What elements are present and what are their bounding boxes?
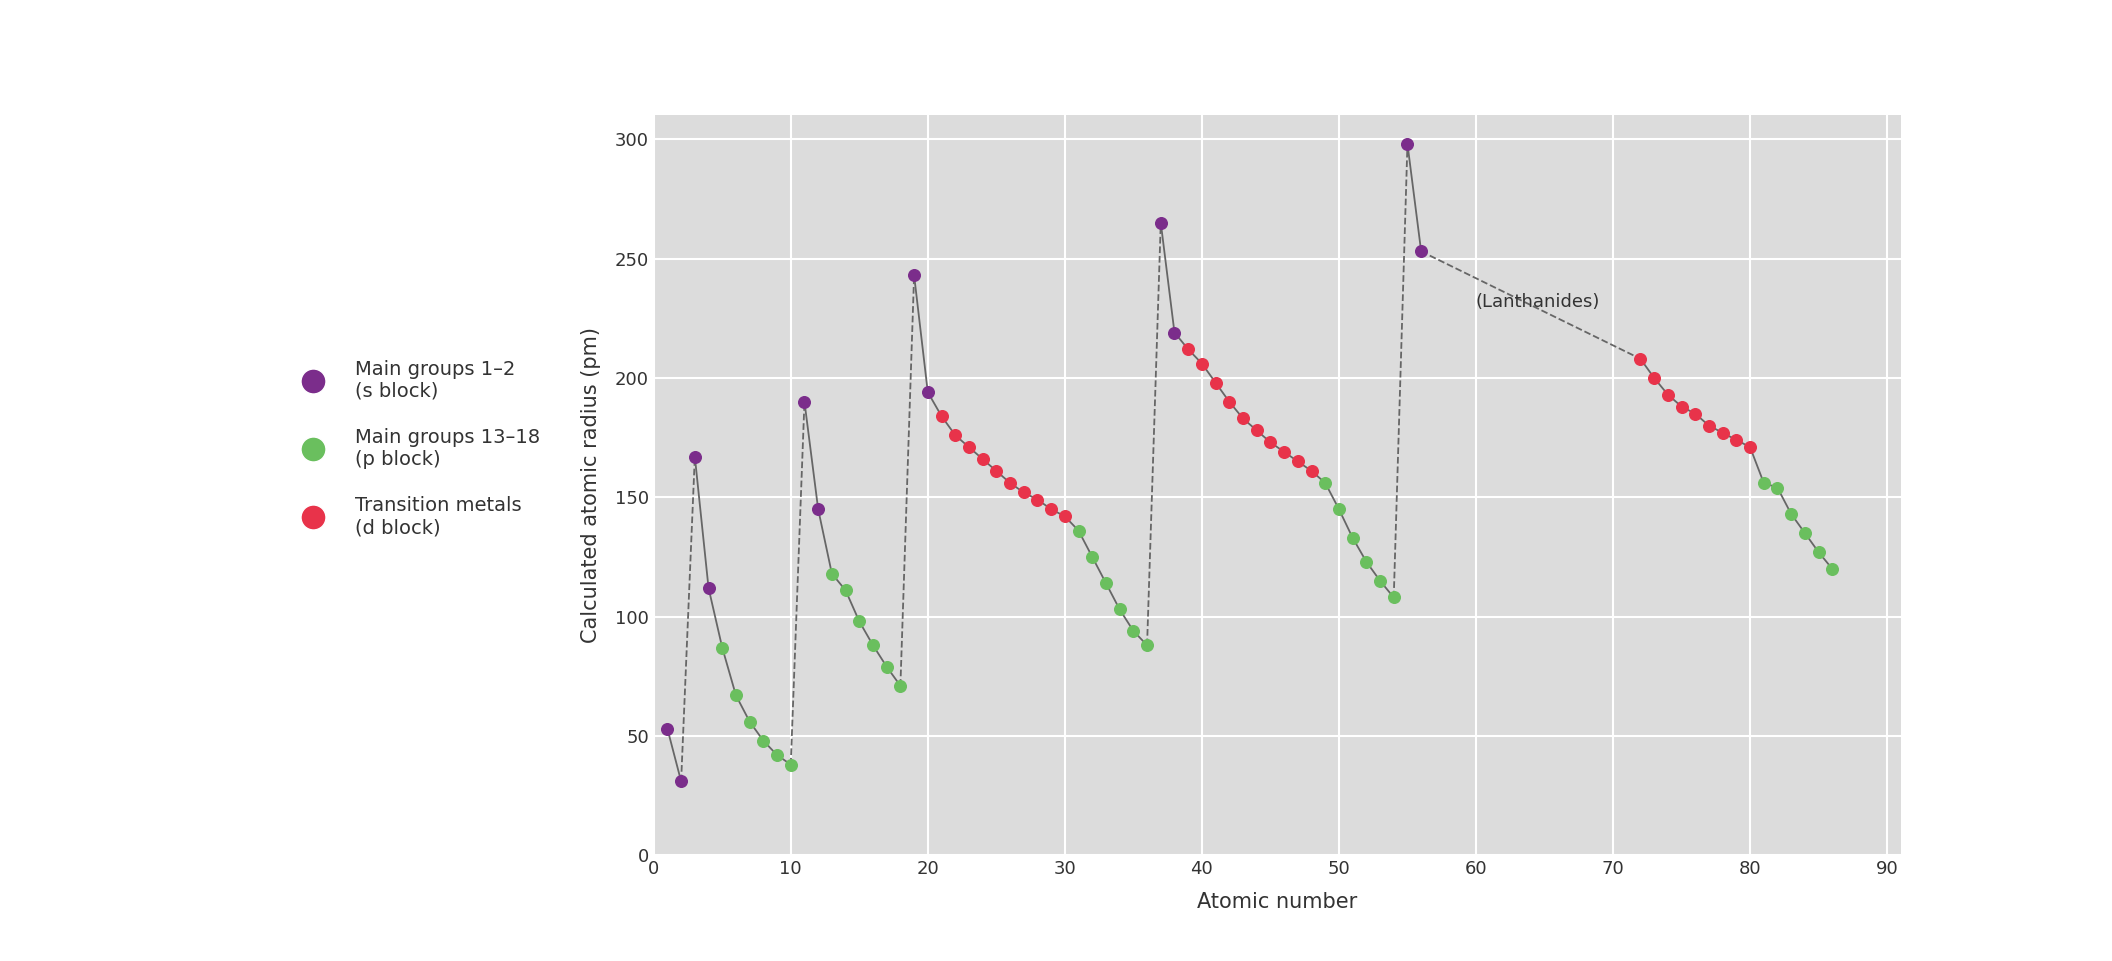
Point [1267,444,1301,459]
Point [1335,530,1369,546]
Text: (Lanthanides): (Lanthanides) [1476,292,1601,310]
Point [1664,399,1698,414]
Point [1240,423,1274,438]
Point [1020,492,1054,507]
Point [665,774,699,789]
Point [1652,387,1685,403]
Point [1145,215,1178,231]
Point [760,748,794,763]
Point [1377,590,1411,605]
Point [1734,439,1768,455]
Point [1307,476,1341,491]
Point [1280,454,1314,469]
Point [1130,637,1164,653]
Point [1117,624,1151,639]
Point [1350,554,1383,569]
Point [1062,523,1096,538]
Point [855,637,889,653]
Point [1761,480,1795,495]
Point [1789,526,1823,541]
Point [925,408,959,424]
Point [1802,545,1835,560]
Point [800,502,834,517]
Point [938,428,972,443]
Point [1048,508,1081,524]
Point [733,714,767,729]
Point [718,688,752,703]
Point [843,614,876,629]
Point [1212,394,1246,409]
Point [678,449,712,464]
Point [788,394,822,409]
Point [1185,356,1219,371]
Point [1390,136,1423,152]
X-axis label: Atomic number: Atomic number [1198,892,1358,912]
Point [1295,463,1328,479]
Point [1747,476,1780,491]
Point [1322,502,1356,517]
Point [1075,550,1109,565]
Point [1404,244,1438,259]
Point [1157,325,1191,340]
Point [1227,410,1261,426]
Point [705,640,739,655]
Point [773,757,807,773]
Point [828,582,862,598]
Point [1362,573,1396,588]
Point [980,463,1014,479]
Legend: Main groups 1–2
(s block), Main groups 13–18
(p block), Transition metals
(d blo: Main groups 1–2 (s block), Main groups 1… [294,359,541,537]
Point [1624,351,1658,366]
Point [1200,375,1233,390]
Point [1102,602,1136,617]
Point [870,659,904,675]
Point [691,580,724,596]
Point [1692,418,1726,433]
Point [650,721,684,736]
Point [953,439,986,455]
Point [1637,370,1671,385]
Point [1007,484,1041,500]
Point [815,566,849,581]
Point [1172,341,1206,357]
Point [1035,502,1069,517]
Point [965,452,999,467]
Point [1090,576,1124,591]
Y-axis label: Calculated atomic radius (pm): Calculated atomic radius (pm) [581,328,600,643]
Point [1706,425,1740,440]
Point [898,267,931,283]
Point [1816,561,1850,577]
Point [1719,432,1753,448]
Point [910,384,944,400]
Point [993,476,1026,491]
Point [1774,506,1808,522]
Point [746,733,779,749]
Point [1679,406,1713,421]
Point [1255,434,1288,450]
Point [883,678,917,694]
